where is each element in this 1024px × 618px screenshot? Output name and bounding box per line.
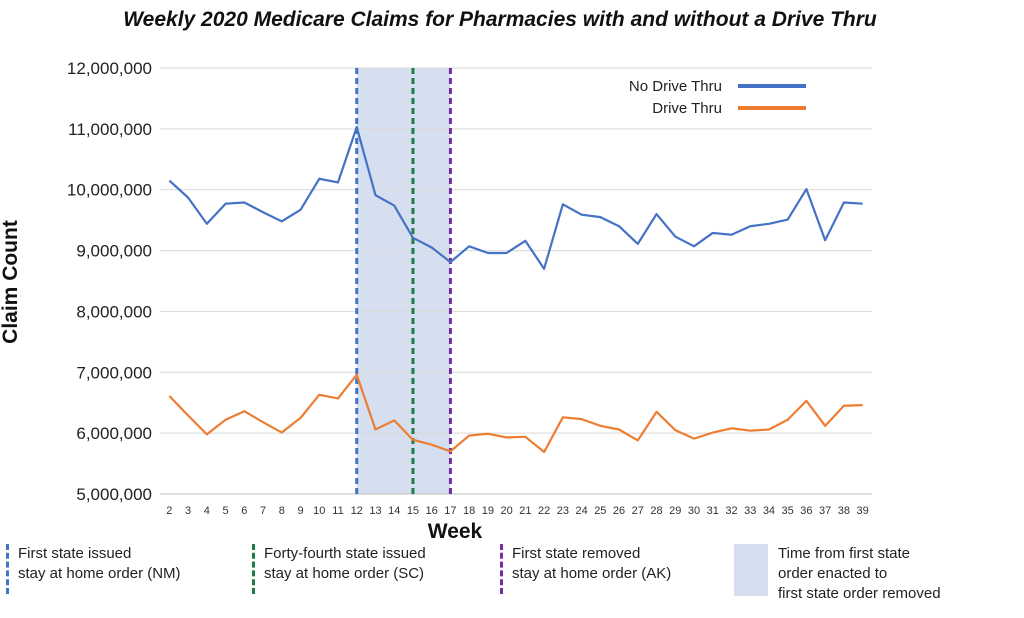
note-ak-line1: First state removed [512,545,641,562]
note-sc: Forty-fourth state issued stay at home o… [252,544,426,594]
note-sc-line2: stay at home order (SC) [264,565,425,582]
x-tick-label: 37 [819,505,831,517]
note-sc-line1: Forty-fourth state issued [264,545,426,562]
note-range-line3: first state order removed [778,585,941,602]
x-tick-label: 3 [185,505,191,517]
y-tick-label: 6,000,000 [76,424,152,443]
x-tick-label: 25 [594,505,606,517]
x-axis-title: Week [428,520,483,540]
series-line [168,125,863,270]
note-range-line2: order enacted to [778,565,888,582]
x-tick-label: 21 [519,505,531,517]
note-nm-line [6,544,9,594]
x-tick-label: 19 [482,505,494,517]
x-tick-label: 16 [426,505,438,517]
x-tick-label: 26 [613,505,625,517]
x-tick-label: 33 [744,505,756,517]
x-tick-label: 29 [669,505,681,517]
x-tick-label: 27 [632,505,644,517]
x-tick-label: 32 [725,505,737,517]
y-tick-label: 11,000,000 [68,120,152,139]
note-ak-line [500,544,503,594]
chart: 5,000,000 6,000,000 7,000,000 8,000,000 9,00… [0,59,872,540]
note-nm: First state issued stay at home order (N… [6,544,181,594]
y-tick-label: 7,000,000 [76,363,152,382]
legend-label: Drive Thru [652,100,722,117]
note-range-swatch [734,544,768,596]
x-tick-label: 22 [538,505,550,517]
y-tick-label: 5,000,000 [76,485,152,504]
x-tick-label: 36 [800,505,812,517]
x-tick-label: 31 [707,505,719,517]
x-tick-label: 14 [388,505,400,517]
y-tick-label: 12,000,000 [67,59,152,78]
x-tick-label: 39 [857,505,869,517]
x-tick-label: 2 [166,505,172,517]
note-ak: First state removed stay at home order (… [500,544,672,594]
x-tick-label: 17 [444,505,456,517]
x-tick-label: 6 [241,505,247,517]
x-tick-label: 34 [763,505,775,517]
series-line [168,373,863,454]
x-tick-label: 13 [369,505,381,517]
note-ak-line2: stay at home order (AK) [512,565,672,582]
y-tick-label: 8,000,000 [76,302,152,321]
x-tick-label: 4 [204,505,210,517]
note-range-line1: Time from first state [778,545,910,562]
x-tick-label: 7 [260,505,266,517]
x-tick-label: 28 [650,505,662,517]
note-sc-line [252,544,255,594]
x-tick-label: 30 [688,505,700,517]
x-tick-label: 10 [313,505,325,517]
x-tick-label: 23 [557,505,569,517]
legend-label: No Drive Thru [629,78,722,95]
y-tick-label: 9,000,000 [76,242,152,261]
x-tick-label: 11 [332,505,343,517]
x-tick-label: 18 [463,505,475,517]
note-range: Time from first state order enacted to f… [778,544,941,604]
x-tick-label: 9 [297,505,303,517]
x-tick-label: 20 [501,505,513,517]
note-nm-line2: stay at home order (NM) [18,565,181,582]
x-tick-label: 12 [351,505,363,517]
chart-title: Weekly 2020 Medicare Claims for Pharmaci… [123,8,877,31]
y-axis-title: Claim Count [0,220,22,344]
note-nm-line1: First state issued [18,545,132,562]
x-tick-label: 5 [223,505,229,517]
x-tick-label: 35 [782,505,794,517]
x-tick-label: 8 [279,505,285,517]
y-tick-label: 10,000,000 [67,181,152,200]
x-tick-label: 15 [407,505,419,517]
x-tick-label: 24 [575,505,587,517]
x-tick-label: 38 [838,505,850,517]
